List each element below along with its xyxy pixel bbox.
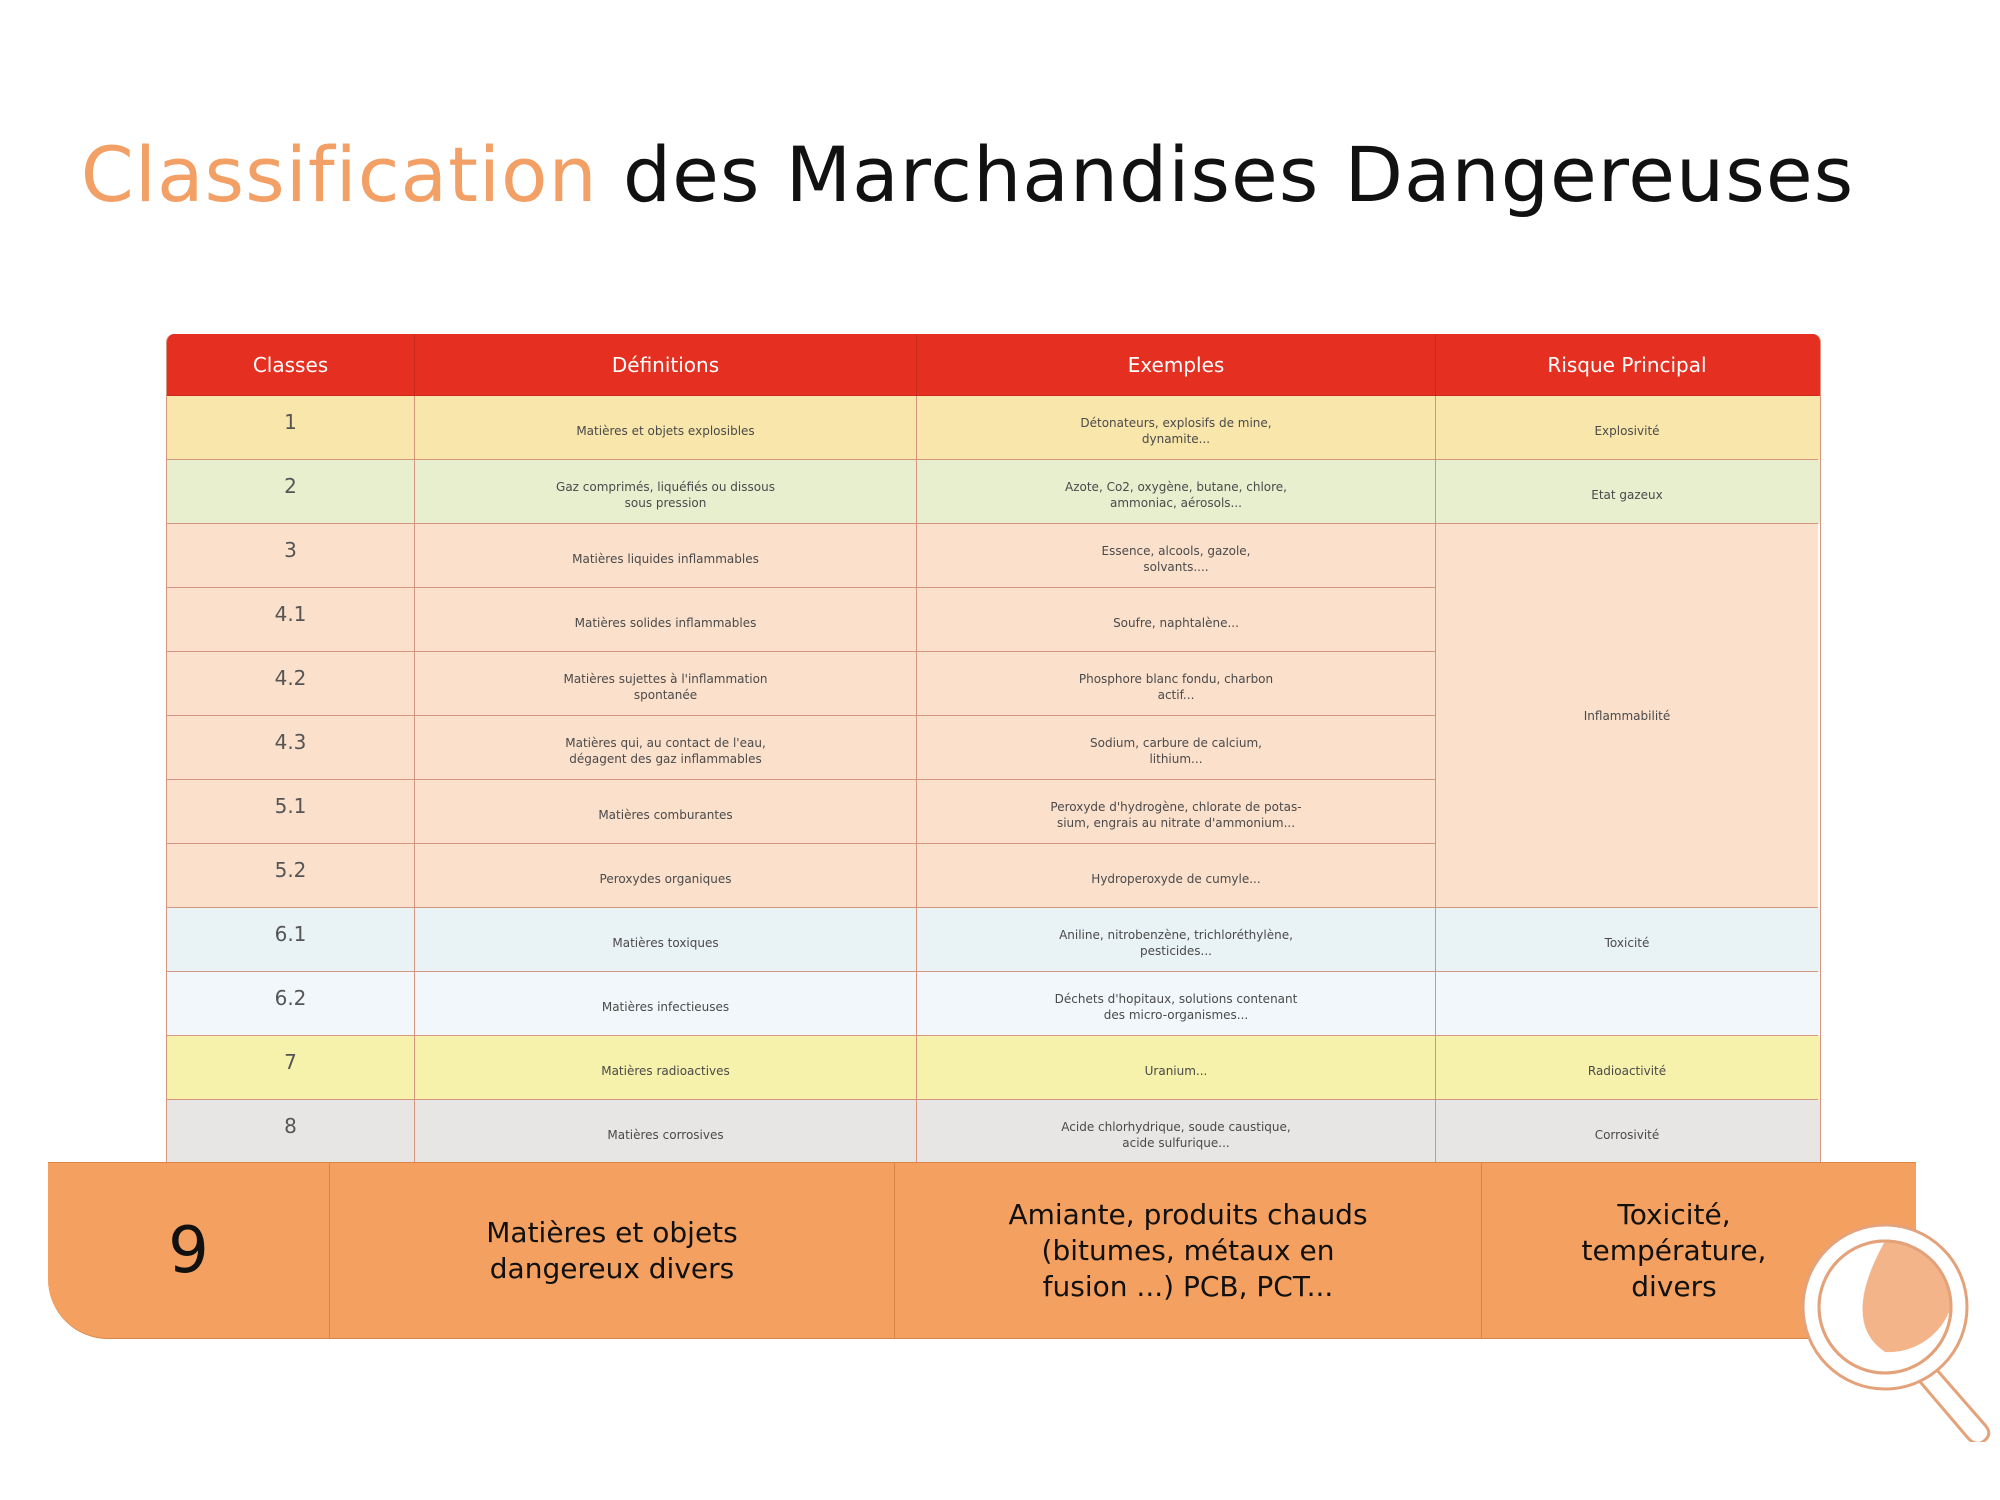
magnifier-icon [1801, 1223, 1991, 1442]
header-classes: Classes [167, 334, 415, 396]
table-row: 4.2 Matières sujettes à l'inflammation s… [167, 652, 1436, 716]
class-examples: Uranium... [917, 1036, 1436, 1100]
class-risk: Etat gazeux [1436, 460, 1818, 524]
class-definition: Peroxydes organiques [415, 844, 917, 908]
table-row: 3 Matières liquides inflammables Essence… [167, 524, 1436, 588]
table-row: 1 Matières et objets explosibles Détonat… [167, 396, 1820, 460]
class-number: 5.2 [167, 844, 415, 908]
class-definition: Matières toxiques [415, 908, 917, 972]
class-examples: Soufre, naphtalène... [917, 588, 1436, 652]
table-row: 5.1 Matières comburantes Peroxyde d'hydr… [167, 780, 1436, 844]
class-examples: Hydroperoxyde de cumyle... [917, 844, 1436, 908]
class-definition: Matières corrosives [415, 1100, 917, 1164]
page-title: Classification des Marchandises Dangereu… [0, 130, 1935, 219]
class-examples: Détonateurs, explosifs de mine, dynamite… [917, 396, 1436, 460]
class-examples: Sodium, carbure de calcium, lithium... [917, 716, 1436, 780]
title-rest: des Marchandises Dangereuses [597, 130, 1855, 219]
table-row: 4.3 Matières qui, au contact de l'eau, d… [167, 716, 1436, 780]
class-definition: Matières et objets dangereux divers [330, 1163, 895, 1338]
class-definition: Gaz comprimés, liquéfiés ou dissous sous… [415, 460, 917, 524]
class-definition: Matières sujettes à l'inflammation spont… [415, 652, 917, 716]
highlighted-row-class-9: 9 Matières et objets dangereux divers Am… [48, 1162, 1916, 1339]
class-risk: Corrosivité [1436, 1100, 1818, 1164]
class-definition: Matières qui, au contact de l'eau, dégag… [415, 716, 917, 780]
class-risk: Toxicité [1436, 908, 1818, 972]
table-row: 2 Gaz comprimés, liquéfiés ou dissous so… [167, 460, 1820, 524]
class-examples: Déchets d'hopitaux, solutions contenant … [917, 972, 1436, 1036]
flammable-rows: 3 Matières liquides inflammables Essence… [167, 524, 1436, 908]
class-number: 6.2 [167, 972, 415, 1036]
class-examples: Amiante, produits chauds (bitumes, métau… [895, 1163, 1482, 1338]
class-examples: Peroxyde d'hydrogène, chlorate de potas-… [917, 780, 1436, 844]
class-examples: Aniline, nitrobenzène, trichloréthylène,… [917, 908, 1436, 972]
class-number: 7 [167, 1036, 415, 1100]
class-risk: Explosivité [1436, 396, 1818, 460]
class-number: 8 [167, 1100, 415, 1164]
table-row: 6.2 Matières infectieuses Déchets d'hopi… [167, 972, 1820, 1036]
class-examples: Acide chlorhydrique, soude caustique, ac… [917, 1100, 1436, 1164]
table-row: 5.2 Peroxydes organiques Hydroperoxyde d… [167, 844, 1436, 908]
class-number: 6.1 [167, 908, 415, 972]
header-risque: Risque Principal [1436, 334, 1818, 396]
class-number: 4.1 [167, 588, 415, 652]
class-definition: Matières solides inflammables [415, 588, 917, 652]
class-definition: Matières et objets explosibles [415, 396, 917, 460]
flammable-group: 3 Matières liquides inflammables Essence… [167, 524, 1820, 908]
class-definition: Matières infectieuses [415, 972, 917, 1036]
class-definition: Matières liquides inflammables [415, 524, 917, 588]
class-risk [1436, 972, 1818, 1036]
class-number: 3 [167, 524, 415, 588]
class-number: 4.3 [167, 716, 415, 780]
class-examples: Phosphore blanc fondu, charbon actif... [917, 652, 1436, 716]
class-number: 2 [167, 460, 415, 524]
class-examples: Azote, Co2, oxygène, butane, chlore, amm… [917, 460, 1436, 524]
table-header-row: Classes Définitions Exemples Risque Prin… [167, 334, 1820, 396]
class-definition: Matières comburantes [415, 780, 917, 844]
classification-table: Classes Définitions Exemples Risque Prin… [166, 334, 1821, 1164]
class-number: 4.2 [167, 652, 415, 716]
class-definition: Matières radioactives [415, 1036, 917, 1100]
class-risk: Radioactivité [1436, 1036, 1818, 1100]
header-exemples: Exemples [917, 334, 1436, 396]
class-number: 1 [167, 396, 415, 460]
class-number: 9 [48, 1163, 330, 1338]
title-accent: Classification [80, 130, 598, 219]
table-row: 8 Matières corrosives Acide chlorhydriqu… [167, 1100, 1820, 1164]
table-row: 4.1 Matières solides inflammables Soufre… [167, 588, 1436, 652]
merged-risk-cell: Inflammabilité [1436, 524, 1818, 908]
class-risk: Toxicité, température, divers [1581, 1197, 1767, 1303]
table-row: 6.1 Matières toxiques Aniline, nitrobenz… [167, 908, 1820, 972]
class-examples: Essence, alcools, gazole, solvants.... [917, 524, 1436, 588]
class-number: 5.1 [167, 780, 415, 844]
table-row: 7 Matières radioactives Uranium... Radio… [167, 1036, 1820, 1100]
header-definitions: Définitions [415, 334, 917, 396]
